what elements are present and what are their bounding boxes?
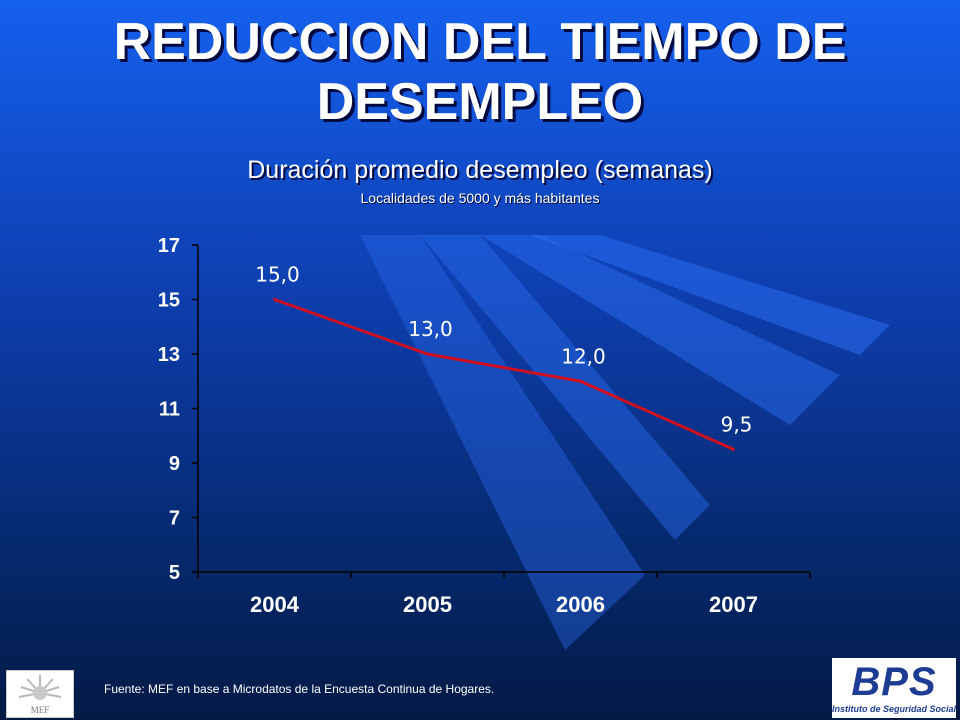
data-label: 12,0	[561, 344, 606, 368]
mef-logo: MEF	[6, 670, 74, 718]
y-tick-label: 11	[159, 399, 180, 421]
bps-logo-name: BPS	[851, 660, 937, 704]
y-tick-label: 5	[169, 562, 180, 584]
data-label: 15,0	[255, 263, 300, 287]
y-tick-label: 15	[158, 290, 180, 312]
data-label: 13,0	[408, 317, 453, 341]
source-note: Fuente: MEF en base a Microdatos de la E…	[104, 682, 495, 696]
chart-subtitle: Duración promedio desempleo (semanas)	[247, 156, 713, 184]
x-tick-label: 2007	[709, 592, 758, 617]
page-title: REDUCCION DEL TIEMPO DE DESEMPLEO	[0, 12, 960, 132]
title-line-2: DESEMPLEO	[316, 73, 644, 131]
sun-emblem-icon	[18, 675, 62, 700]
title-line-1: REDUCCION DEL TIEMPO DE	[113, 13, 847, 71]
data-point	[732, 447, 735, 451]
y-tick-label: 13	[158, 344, 180, 366]
data-point	[579, 379, 582, 383]
x-tick-label: 2005	[403, 592, 452, 617]
data-point	[426, 352, 429, 356]
data-point	[273, 298, 276, 301]
y-tick-label: 9	[169, 453, 180, 475]
chart-subsubtitle: Localidades de 5000 y más habitantes	[360, 190, 600, 206]
bps-logo: BPS Instituto de Seguridad Social	[832, 658, 956, 718]
x-tick-label: 2004	[250, 592, 300, 617]
x-tick-label: 2006	[556, 592, 605, 617]
series-line	[273, 298, 735, 451]
y-tick-label: 17	[158, 235, 180, 257]
data-label: 9,5	[721, 412, 753, 436]
mef-logo-text: MEF	[30, 705, 50, 715]
y-tick-label: 7	[169, 508, 180, 530]
bps-logo-subtitle: Instituto de Seguridad Social	[832, 704, 957, 714]
